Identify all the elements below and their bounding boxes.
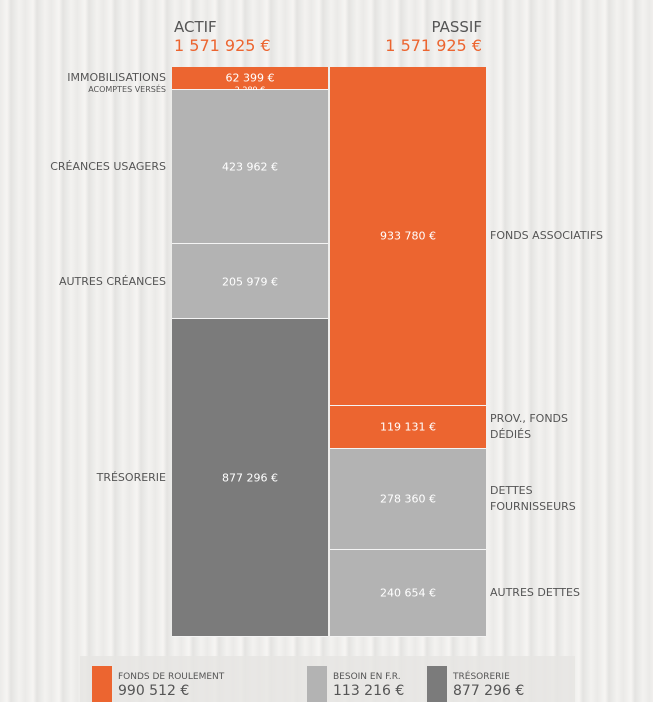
legend: FONDS DE ROULEMENT 990 512 € BESOIN EN F.R… xyxy=(80,656,575,702)
legend-name: TRÉSORERIE xyxy=(453,672,510,682)
bar-segment xyxy=(172,89,328,91)
legend-swatch xyxy=(92,666,112,702)
category-label: DETTES FOURNISSEURS xyxy=(490,484,576,514)
legend-name: FONDS DE ROULEMENT xyxy=(118,672,225,682)
legend-swatch xyxy=(427,666,447,702)
category-label: IMMOBILISATIONS xyxy=(67,71,166,85)
legend-value: 990 512 € xyxy=(118,683,190,699)
column-title: PASSIF xyxy=(431,18,482,36)
value-label: 278 360 € xyxy=(380,492,436,506)
bar-segment xyxy=(330,67,486,406)
value-label: 240 654 € xyxy=(380,586,436,600)
bar-segment xyxy=(172,67,328,90)
bar-segment xyxy=(330,405,486,449)
column-title: ACTIF xyxy=(174,18,217,36)
legend-swatch xyxy=(307,666,327,702)
value-label: 423 962 € xyxy=(222,160,278,174)
legend-value: 113 216 € xyxy=(333,683,405,699)
bar-segment xyxy=(330,448,486,550)
bar-segment xyxy=(172,244,328,319)
value-label: 877 296 € xyxy=(222,471,278,485)
category-label: AUTRES CRÉANCES xyxy=(58,274,166,288)
category-label: ACOMPTES VERSÉS xyxy=(88,85,166,95)
legend-value: 877 296 € xyxy=(453,683,525,699)
category-label: AUTRES DETTES xyxy=(490,586,580,600)
category-label: PROV., FONDS DÉDIÉS xyxy=(490,412,569,442)
value-label: 2 289 € xyxy=(172,86,328,95)
value-label: 205 979 € xyxy=(222,275,278,289)
bar-segment xyxy=(330,549,486,637)
column-total: 1 571 925 € xyxy=(174,36,271,55)
category-label: CRÉANCES USAGERS xyxy=(50,160,166,174)
category-label: FONDS ASSOCIATIFS xyxy=(490,229,603,243)
legend-name: BESOIN EN F.R. xyxy=(333,672,401,682)
value-label: 62 399 € xyxy=(225,71,275,85)
bar-segment xyxy=(172,318,328,637)
value-label: 119 131 € xyxy=(380,420,436,434)
column-total: 1 571 925 € xyxy=(385,36,482,55)
category-label: TRÉSORERIE xyxy=(96,470,166,484)
value-label: 933 780 € xyxy=(380,229,436,243)
bar-segment xyxy=(172,90,328,245)
